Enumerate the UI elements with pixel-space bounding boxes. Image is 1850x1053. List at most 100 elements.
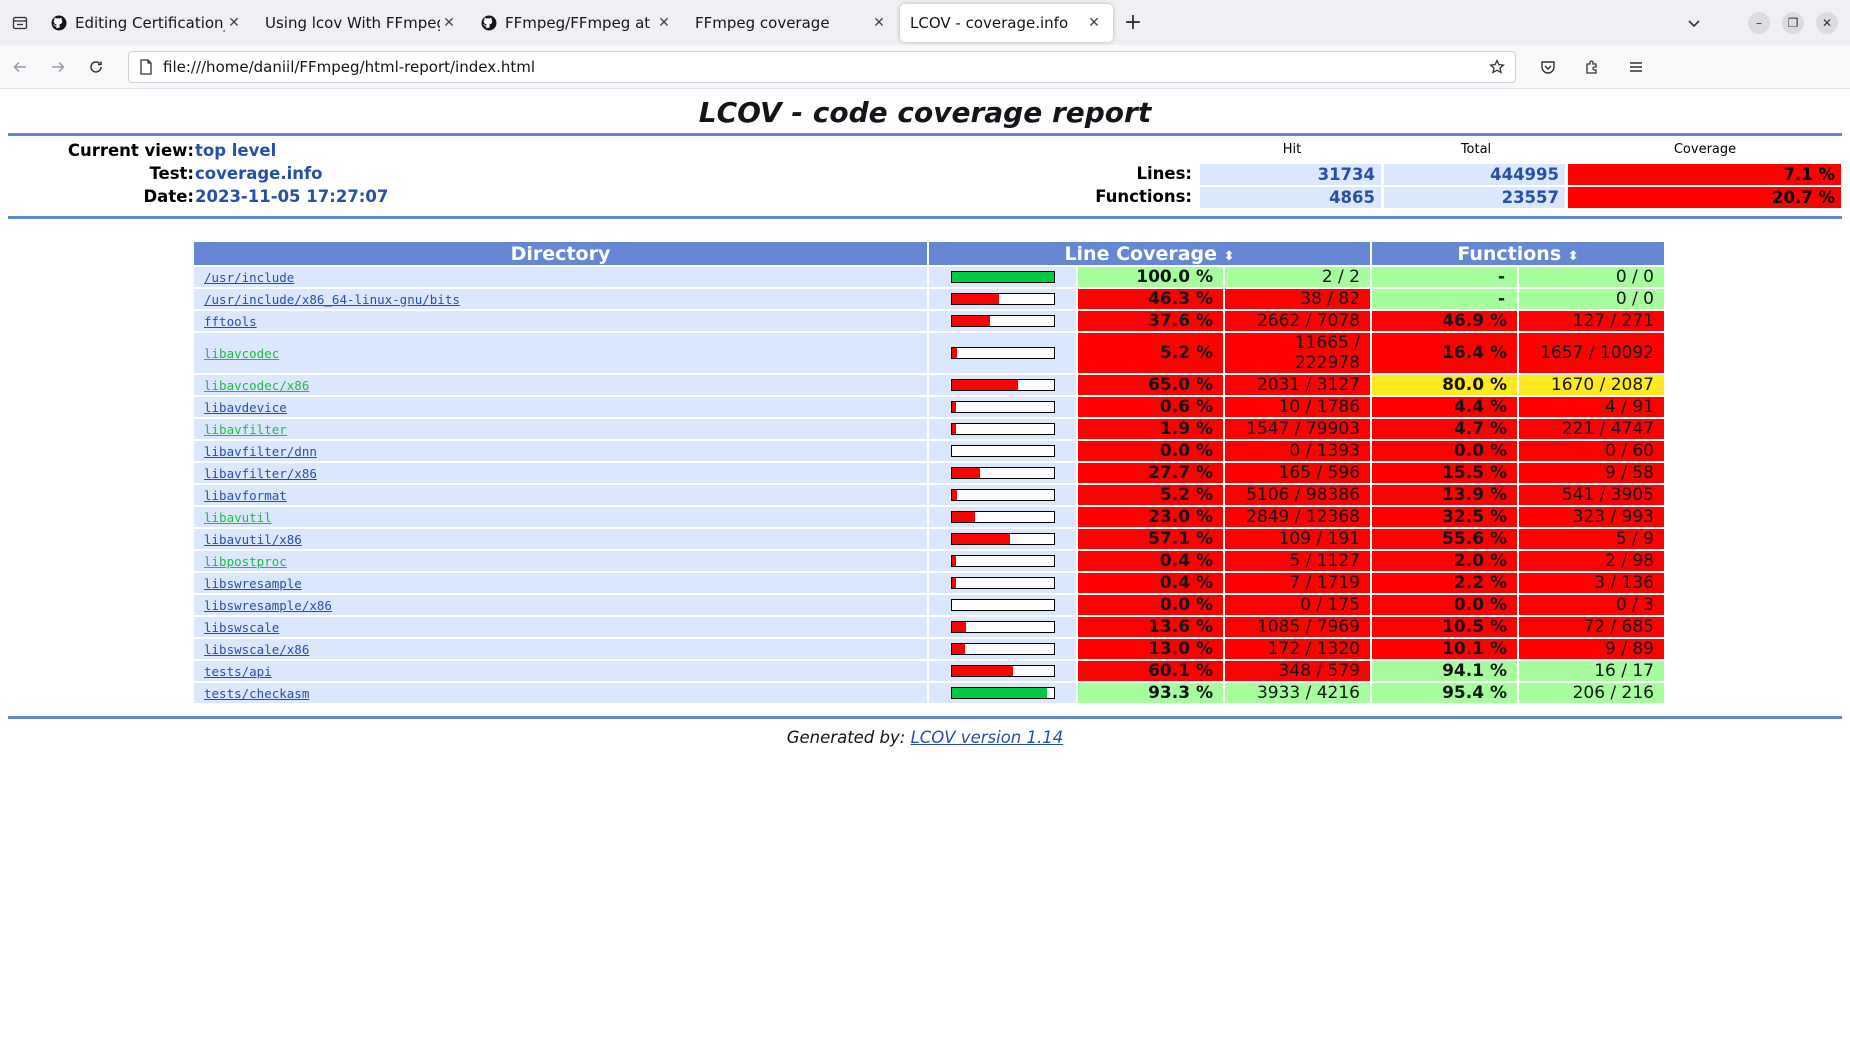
coverage-bar [950, 577, 1055, 589]
directory-link[interactable]: libswresample [204, 575, 302, 591]
line-coverage-count: 348 / 579 [1225, 661, 1370, 681]
page-icon [140, 58, 152, 75]
directory-link[interactable]: libswresample/x86 [204, 597, 332, 613]
minimize-icon[interactable]: – [1748, 11, 1770, 34]
coverage-bar [950, 315, 1055, 327]
function-coverage-count: 4 / 91 [1519, 397, 1664, 417]
close-tab-icon[interactable]: ✕ [228, 15, 240, 31]
directory-link[interactable]: libavformat [204, 487, 287, 503]
directory-link[interactable]: libavutil [204, 509, 272, 525]
restore-icon[interactable]: ❐ [1782, 11, 1804, 34]
extensions-button[interactable] [1574, 51, 1610, 83]
url-bar[interactable]: file:///home/daniil/FFmpeg/html-report/i… [128, 50, 1516, 83]
line-coverage-percent: 0.0 % [1078, 595, 1223, 615]
directory-link[interactable]: libpostproc [204, 553, 287, 569]
functions-label: Functions: [1095, 187, 1192, 206]
directory-link[interactable]: libavfilter/x86 [204, 465, 317, 481]
coverage-bar-cell [929, 311, 1076, 331]
reload-button[interactable] [78, 51, 114, 83]
divider [8, 716, 1842, 719]
sort-icon[interactable]: ⬍ [1567, 248, 1579, 264]
directory-cell: libswresample/x86 [194, 595, 927, 615]
tab-title: Editing Certification_LR/ [75, 14, 225, 32]
coverage-bar-fill [951, 666, 1013, 676]
table-row: libswscale 13.6 % 1085 / 7969 10.5 % 72 / 68… [194, 617, 1664, 637]
directory-link[interactable]: libswscale [204, 619, 280, 635]
function-coverage-percent: 32.5 % [1372, 507, 1517, 527]
line-coverage-count: 1085 / 7969 [1225, 617, 1370, 637]
browser-tab-active[interactable]: LCOV - coverage.info ✕ [900, 4, 1113, 42]
table-row: libavfilter/x86 27.7 % 165 / 596 15.5 % 9 / … [194, 463, 1664, 483]
url-text[interactable]: file:///home/daniil/FFmpeg/html-report/i… [163, 57, 536, 76]
function-coverage-percent: 4.4 % [1372, 397, 1517, 417]
directory-link[interactable]: libswscale/x86 [204, 641, 310, 657]
directory-cell: libavcodec [194, 333, 927, 373]
function-coverage-count: 1657 / 10092 [1519, 333, 1664, 373]
line-coverage-column-header[interactable]: Line Coverage ⬍ [929, 242, 1370, 265]
directory-link[interactable]: libavfilter/dnn [204, 443, 317, 459]
new-tab-button[interactable]: + [1115, 0, 1151, 45]
coverage-bar-cell [929, 573, 1076, 593]
directory-link[interactable]: tests/api [204, 663, 272, 679]
browser-tab[interactable]: Editing Certification_LR/ ✕ [40, 4, 253, 42]
tab-bar: Editing Certification_LR/ ✕ Using lcov W… [0, 0, 1850, 45]
coverage-bar [950, 467, 1055, 479]
list-all-tabs-button[interactable] [0, 0, 40, 45]
coverage-bar-fill [951, 578, 956, 588]
function-coverage-percent: 95.4 % [1372, 683, 1517, 703]
directory-link[interactable]: libavcodec/x86 [204, 377, 310, 393]
close-window-icon[interactable]: ✕ [1816, 11, 1838, 34]
table-row: tests/checkasm 93.3 % 3933 / 4216 95.4 % 206… [194, 683, 1664, 703]
menu-button[interactable] [1618, 51, 1654, 83]
function-coverage-percent: 2.0 % [1372, 551, 1517, 571]
directory-link[interactable]: /usr/include [204, 269, 295, 285]
back-button[interactable] [2, 51, 38, 83]
coverage-bar [950, 621, 1055, 633]
close-tab-icon[interactable]: ✕ [1088, 15, 1100, 31]
browser-tab[interactable]: FFmpeg coverage ✕ [685, 4, 898, 42]
directory-link[interactable]: /usr/include/x86_64-linux-gnu/bits [204, 291, 460, 307]
line-coverage-count: 0 / 175 [1225, 595, 1370, 615]
function-coverage-percent: 10.5 % [1372, 617, 1517, 637]
close-tab-icon[interactable]: ✕ [873, 15, 885, 31]
close-tab-icon[interactable]: ✕ [443, 15, 455, 31]
directory-link[interactable]: fftools [204, 313, 257, 329]
line-coverage-percent: 46.3 % [1078, 289, 1223, 309]
function-coverage-percent: 55.6 % [1372, 529, 1517, 549]
lines-coverage: 7.1 % [1568, 164, 1841, 185]
coverage-bar-fill [951, 468, 980, 478]
test-label: Test: [149, 164, 194, 183]
function-coverage-percent: 16.4 % [1372, 333, 1517, 373]
tab-title: LCOV - coverage.info [910, 14, 1069, 32]
line-coverage-count: 38 / 82 [1225, 289, 1370, 309]
table-row: libavformat 5.2 % 5106 / 98386 13.9 % 541 / … [194, 485, 1664, 505]
line-coverage-count: 5106 / 98386 [1225, 485, 1370, 505]
lcov-version-link[interactable]: LCOV version 1.14 [910, 728, 1064, 747]
pocket-button[interactable] [1530, 51, 1566, 83]
function-coverage-percent: 46.9 % [1372, 311, 1517, 331]
bookmark-star-icon[interactable] [1489, 58, 1505, 75]
function-coverage-count: 0 / 0 [1519, 289, 1664, 309]
coverage-table-wrapper: Directory Line Coverage ⬍ Functions ⬍ /u… [0, 240, 1850, 716]
browser-tab[interactable]: Using lcov With FFmpeg/Lib ✕ [255, 4, 468, 42]
directory-link[interactable]: libavcodec [204, 345, 280, 361]
directory-cell: libswresample [194, 573, 927, 593]
tab-title: FFmpeg coverage [695, 14, 830, 32]
directory-link[interactable]: tests/checkasm [204, 685, 310, 701]
functions-column-header[interactable]: Functions ⬍ [1372, 242, 1664, 265]
directory-link[interactable]: libavdevice [204, 399, 287, 415]
reload-icon [90, 60, 102, 73]
close-tab-icon[interactable]: ✕ [658, 15, 670, 31]
coverage-bar-cell [929, 289, 1076, 309]
coverage-bar-fill [951, 348, 957, 358]
tab-overflow-button[interactable] [1674, 0, 1714, 45]
directory-link[interactable]: libavutil/x86 [204, 531, 302, 547]
hamburger-menu-icon [1630, 61, 1642, 72]
line-coverage-percent: 93.3 % [1078, 683, 1223, 703]
browser-tab[interactable]: FFmpeg/FFmpeg at relea ✕ [470, 4, 683, 42]
sort-icon[interactable]: ⬍ [1223, 248, 1235, 264]
directory-column-header: Directory [194, 242, 927, 265]
directory-link[interactable]: libavfilter [204, 421, 287, 437]
forward-button[interactable] [40, 51, 76, 83]
function-coverage-count: 541 / 3905 [1519, 485, 1664, 505]
